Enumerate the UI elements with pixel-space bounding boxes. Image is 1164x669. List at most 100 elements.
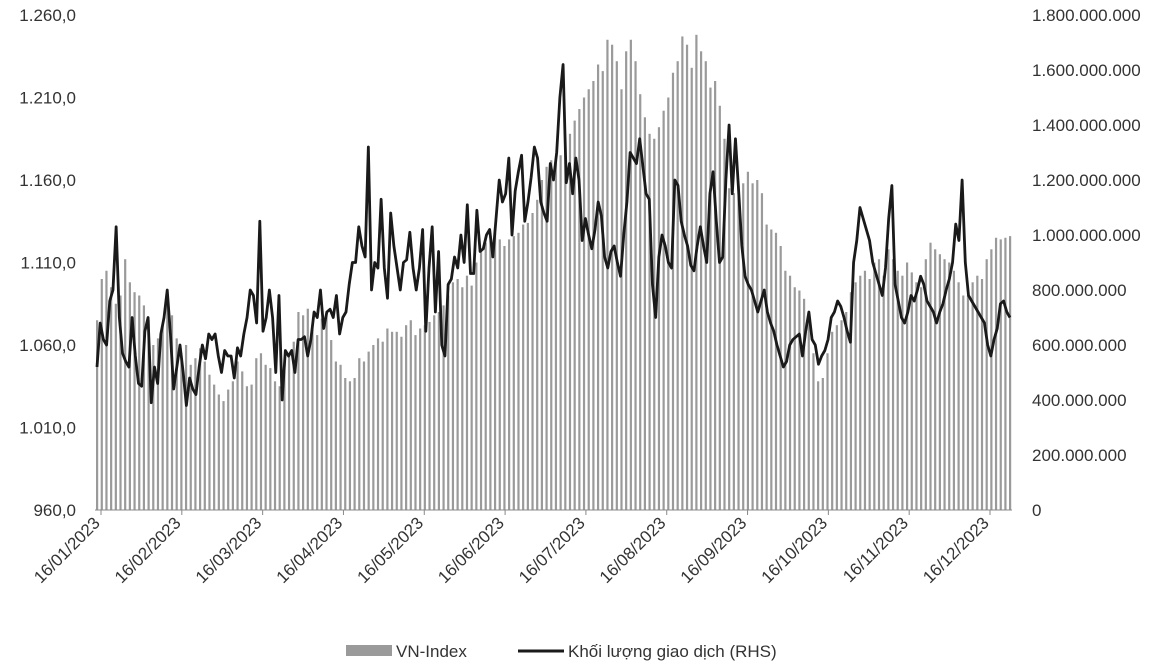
vn-index-bar — [840, 320, 843, 510]
vn-index-bar — [180, 353, 183, 510]
vn-index-bar — [615, 61, 618, 510]
left-tick-label: 1.210,0 — [19, 89, 76, 108]
vn-index-bar — [447, 295, 450, 510]
right-tick-label: 200.000.000 — [1032, 446, 1127, 465]
vn-index-bar — [821, 378, 824, 510]
vn-index-bar — [526, 222, 529, 510]
vn-index-bar — [737, 186, 740, 510]
vn-index-bar — [433, 315, 436, 510]
vn-index-bar — [611, 44, 614, 510]
vn-index-bar — [110, 287, 113, 510]
vn-index-bar — [779, 246, 782, 510]
vn-index-bar — [891, 259, 895, 510]
legend-bar-label: VN-Index — [396, 642, 467, 661]
vn-index-bar — [273, 381, 277, 510]
vn-index-bar — [582, 97, 586, 510]
vn-index-bar — [990, 249, 993, 511]
vn-index-bar — [948, 262, 951, 510]
vn-index-bar — [601, 71, 604, 510]
vn-index-bar — [245, 386, 249, 510]
vn-index-bar — [437, 312, 440, 510]
vn-index-bar — [531, 213, 534, 510]
legend: VN-Index Khối lượng giao dịch (RHS) — [346, 642, 777, 661]
vn-index-bar — [756, 180, 759, 510]
vn-index-bar — [390, 331, 394, 510]
vn-index-bar — [316, 335, 319, 510]
vn-index-bar — [606, 39, 609, 510]
vn-index-bar — [877, 259, 881, 510]
vn-index-bar — [428, 321, 431, 510]
vn-index-bar — [320, 318, 323, 510]
vn-index-bar — [910, 272, 913, 510]
right-tick-label: 1.600.000.000 — [1032, 61, 1141, 80]
left-tick-label: 1.260,0 — [19, 6, 76, 25]
vn-index-bar — [255, 358, 258, 510]
vn-index-bar — [695, 34, 698, 511]
vn-index-bar — [419, 328, 422, 510]
vn-index-bar — [493, 232, 497, 511]
vn-index-bar — [470, 285, 473, 510]
vn-index-bar — [461, 287, 464, 510]
vn-index-bar — [119, 295, 122, 510]
vn-index-bar — [400, 336, 403, 510]
vn-index-bar — [854, 282, 857, 510]
right-tick-label: 400.000.000 — [1032, 391, 1127, 410]
vn-index-bar — [971, 282, 974, 510]
vn-index-bar — [554, 160, 558, 510]
x-tick-label: 16/02/2023 — [111, 513, 185, 587]
vn-index-bar — [994, 237, 998, 510]
vn-index-bar — [376, 338, 380, 510]
vn-index-bar — [339, 364, 342, 510]
vn-index-bar — [774, 232, 778, 511]
x-tick-label: 16/12/2023 — [919, 513, 993, 587]
vn-index-bar — [938, 254, 941, 510]
vn-index-bar — [484, 242, 487, 510]
vn-index-bar — [227, 389, 230, 510]
vn-index-bar — [508, 239, 511, 510]
x-tick-label: 16/05/2023 — [353, 513, 427, 587]
right-tick-label: 600.000.000 — [1032, 336, 1127, 355]
vn-index-bar — [901, 275, 904, 510]
vn-index-bar — [330, 340, 333, 510]
vn-index-bar — [980, 279, 984, 510]
vn-index-bar — [124, 259, 127, 510]
vn-index-bar — [657, 127, 661, 510]
left-tick-label: 1.110,0 — [21, 254, 76, 273]
line-layer — [95, 63, 1012, 407]
vn-index-bar — [405, 325, 408, 510]
vn-index-bar — [826, 353, 829, 510]
vn-index-bar — [114, 303, 117, 510]
vn-index-bar — [517, 232, 520, 511]
vn-index-bar — [788, 275, 792, 510]
right-tick-label: 1.400.000.000 — [1032, 116, 1141, 135]
vn-index-bar — [208, 374, 211, 510]
vn-index-bar — [503, 246, 506, 510]
vn-index-bar — [859, 275, 862, 510]
vn-index-bar — [770, 229, 773, 510]
vn-index-bar — [620, 89, 623, 510]
vn-index-bar — [409, 320, 412, 510]
vn-index-bar — [536, 199, 539, 511]
vn-index-bar — [381, 341, 384, 510]
vn-index-bar — [334, 361, 337, 510]
vn-index-bar — [423, 325, 426, 510]
vn-index-bar — [170, 315, 174, 510]
vn-index-bar — [142, 305, 146, 510]
vn-index-bar — [751, 183, 754, 511]
vn-index-bar — [807, 312, 810, 510]
vn-index-bar — [442, 305, 445, 510]
vn-index-bar — [278, 386, 281, 510]
vn-index-bar — [639, 94, 642, 510]
right-tick-label: 800.000.000 — [1032, 281, 1127, 300]
vn-index-bar — [283, 364, 286, 510]
vn-index-bar — [105, 270, 108, 510]
x-tick-label: 16/03/2023 — [192, 513, 266, 587]
vn-index-bar — [985, 259, 988, 510]
vn-index-bar — [395, 331, 398, 510]
legend-bar-swatch — [346, 645, 392, 656]
left-tick-label: 960,0 — [33, 501, 76, 520]
vn-index-bar — [522, 224, 525, 511]
vn-index-bar — [915, 282, 918, 510]
vn-index-bar — [297, 312, 300, 510]
vn-index-bar — [943, 259, 946, 510]
